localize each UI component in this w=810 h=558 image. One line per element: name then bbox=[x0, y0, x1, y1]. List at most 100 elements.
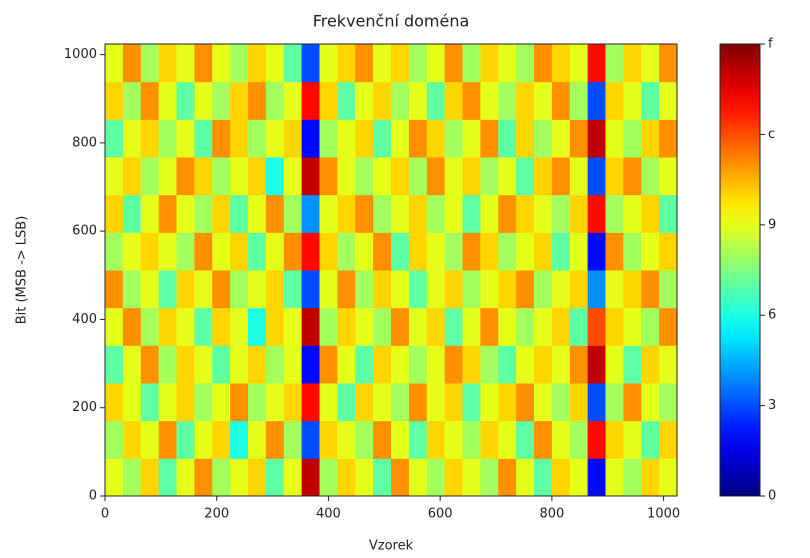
heatmap-cell bbox=[301, 270, 320, 309]
heatmap-cell bbox=[569, 194, 589, 233]
heatmap-cell bbox=[319, 345, 338, 384]
heatmap-cell bbox=[391, 157, 410, 196]
heatmap-cell bbox=[641, 383, 660, 422]
heatmap-cell bbox=[659, 345, 678, 384]
heatmap-cell bbox=[391, 194, 410, 233]
heatmap-cell bbox=[408, 383, 428, 422]
heatmap-cell bbox=[391, 420, 410, 459]
heatmap-cell bbox=[319, 81, 338, 120]
heatmap-cell bbox=[659, 383, 678, 422]
heatmap-cell bbox=[355, 157, 374, 196]
heatmap-cell bbox=[337, 194, 356, 233]
heatmap-cell bbox=[105, 270, 124, 309]
heatmap-cell bbox=[122, 458, 142, 497]
heatmap-cell bbox=[122, 345, 142, 384]
heatmap-cell bbox=[641, 157, 660, 196]
heatmap-cell bbox=[534, 44, 553, 83]
heatmap-cell bbox=[319, 383, 338, 422]
colorbar-tick-label: 3 bbox=[768, 398, 776, 413]
heatmap-cell bbox=[373, 420, 392, 459]
heatmap-cell bbox=[373, 270, 392, 309]
colorbar-tick-label: c bbox=[768, 127, 775, 142]
heatmap-cell bbox=[355, 119, 374, 158]
heatmap-cell bbox=[373, 81, 392, 120]
heatmap-cell bbox=[534, 383, 553, 422]
heatmap-cell bbox=[534, 307, 553, 346]
heatmap-cell bbox=[587, 383, 606, 422]
heatmap-cell bbox=[569, 232, 589, 271]
heatmap-cell bbox=[248, 307, 267, 346]
heatmap-cell bbox=[605, 383, 624, 422]
heatmap-cell bbox=[158, 232, 177, 271]
heatmap-cell bbox=[641, 194, 660, 233]
heatmap-cell bbox=[551, 119, 571, 158]
heatmap-cell bbox=[641, 232, 660, 271]
heatmap-cell bbox=[444, 345, 463, 384]
heatmap-cell bbox=[569, 119, 589, 158]
heatmap-cell bbox=[140, 383, 160, 422]
heatmap-cell bbox=[516, 420, 535, 459]
heatmap-cell bbox=[373, 157, 392, 196]
heatmap-cell bbox=[194, 232, 213, 271]
heatmap-cell bbox=[569, 420, 589, 459]
heatmap-cell bbox=[194, 81, 213, 120]
heatmap-cell bbox=[498, 44, 517, 83]
heatmap-cell bbox=[408, 194, 428, 233]
heatmap-cell bbox=[534, 345, 553, 384]
heatmap-cell bbox=[498, 345, 517, 384]
heatmap-cell bbox=[283, 232, 303, 271]
heatmap-cell bbox=[444, 119, 463, 158]
heatmap-cell bbox=[355, 44, 374, 83]
heatmap-cell bbox=[140, 194, 160, 233]
y-tick-label: 1000 bbox=[64, 47, 97, 62]
heatmap-cell bbox=[659, 420, 678, 459]
heatmap-cell bbox=[391, 44, 410, 83]
heatmap-cell bbox=[337, 420, 356, 459]
x-tick-label: 200 bbox=[204, 507, 229, 522]
colorbar-tick-label: 9 bbox=[768, 217, 776, 232]
heatmap-cell bbox=[230, 44, 249, 83]
heatmap-cell bbox=[248, 458, 267, 497]
heatmap-cell bbox=[176, 420, 195, 459]
heatmap-cell bbox=[158, 345, 177, 384]
heatmap-cell bbox=[444, 270, 463, 309]
y-tick-label: 200 bbox=[72, 400, 97, 415]
heatmap-cell bbox=[140, 270, 160, 309]
heatmap-cell bbox=[122, 232, 142, 271]
heatmap-cell bbox=[212, 81, 231, 120]
heatmap-cell bbox=[480, 420, 499, 459]
heatmap-cell bbox=[444, 194, 463, 233]
heatmap-cell bbox=[176, 119, 195, 158]
heatmap-cell bbox=[498, 194, 517, 233]
heatmap-cell bbox=[337, 157, 356, 196]
heatmap-cell bbox=[641, 307, 660, 346]
heatmap-cell bbox=[122, 420, 142, 459]
heatmap-cell bbox=[569, 345, 589, 384]
heatmap-cell bbox=[516, 307, 535, 346]
heatmap-cell bbox=[122, 270, 142, 309]
heatmap-cell bbox=[408, 232, 428, 271]
heatmap-cell bbox=[498, 270, 517, 309]
heatmap-cell bbox=[176, 194, 195, 233]
heatmap-cell bbox=[105, 81, 124, 120]
heatmap-cell bbox=[569, 458, 589, 497]
heatmap-cell bbox=[283, 345, 303, 384]
heatmap-cell bbox=[337, 44, 356, 83]
heatmap-cell bbox=[373, 458, 392, 497]
heatmap-cell bbox=[498, 420, 517, 459]
heatmap-cell bbox=[587, 194, 606, 233]
heatmap-cell bbox=[248, 119, 267, 158]
heatmap-cell bbox=[408, 270, 428, 309]
heatmap-cell bbox=[444, 44, 463, 83]
heatmap-cell bbox=[265, 157, 285, 196]
heatmap-cell bbox=[551, 232, 571, 271]
heatmap-cell bbox=[248, 44, 267, 83]
heatmap-cell bbox=[498, 81, 517, 120]
heatmap-cell bbox=[551, 458, 571, 497]
heatmap-cell bbox=[516, 232, 535, 271]
heatmap-cell bbox=[605, 44, 624, 83]
heatmap-cell bbox=[373, 307, 392, 346]
heatmap-cell bbox=[194, 119, 213, 158]
heatmap-cell bbox=[408, 345, 428, 384]
heatmap-cell bbox=[319, 270, 338, 309]
